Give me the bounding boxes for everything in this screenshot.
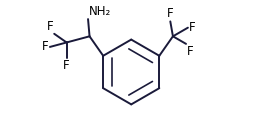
Text: NH₂: NH₂ xyxy=(89,5,111,18)
Text: F: F xyxy=(167,7,174,20)
Text: F: F xyxy=(189,21,196,34)
Text: F: F xyxy=(42,40,48,53)
Text: F: F xyxy=(63,59,70,72)
Text: F: F xyxy=(47,20,53,33)
Text: F: F xyxy=(187,45,194,58)
